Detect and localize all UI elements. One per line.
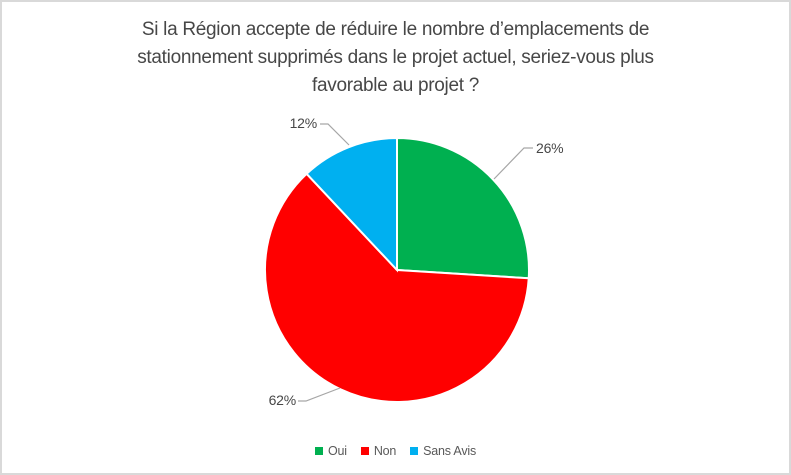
slice-label-oui: 26% bbox=[536, 140, 563, 156]
leader-lines bbox=[298, 123, 533, 402]
pie-slice-sans-avis bbox=[305, 136, 398, 273]
legend-label-non: Non bbox=[373, 444, 397, 458]
legend-label-sans-avis: Sans Avis bbox=[423, 444, 477, 458]
legend-swatch bbox=[410, 447, 419, 455]
chart-title-line-2: stationnement supprimés dans le projet a… bbox=[137, 47, 654, 68]
chart-title-line-1: Si la Région accepte de réduire le nombr… bbox=[141, 19, 650, 40]
pie-slices bbox=[264, 136, 530, 404]
legend-item-oui: Oui bbox=[314, 444, 347, 458]
leader-line-non bbox=[298, 387, 341, 402]
pie-slice-oui bbox=[396, 136, 530, 280]
slice-label-sans-avis: 12% bbox=[290, 115, 317, 131]
pie-slice-non bbox=[264, 172, 530, 404]
leader-line-oui bbox=[493, 147, 533, 180]
legend: Oui Non Sans Avis bbox=[2, 444, 789, 458]
chart-title-line-3: favorable au projet ? bbox=[312, 75, 479, 96]
slice-label-non: 62% bbox=[269, 392, 296, 408]
legend-swatch bbox=[360, 447, 369, 455]
legend-label-oui: Oui bbox=[327, 444, 347, 458]
leader-line-sans-avis bbox=[320, 123, 350, 146]
legend-swatch bbox=[314, 447, 323, 455]
chart-title: Si la Région accepte de réduire le nombr… bbox=[2, 16, 789, 100]
legend-item-non: Non bbox=[360, 444, 397, 458]
legend-item-sans-avis: Sans Avis bbox=[410, 444, 476, 458]
